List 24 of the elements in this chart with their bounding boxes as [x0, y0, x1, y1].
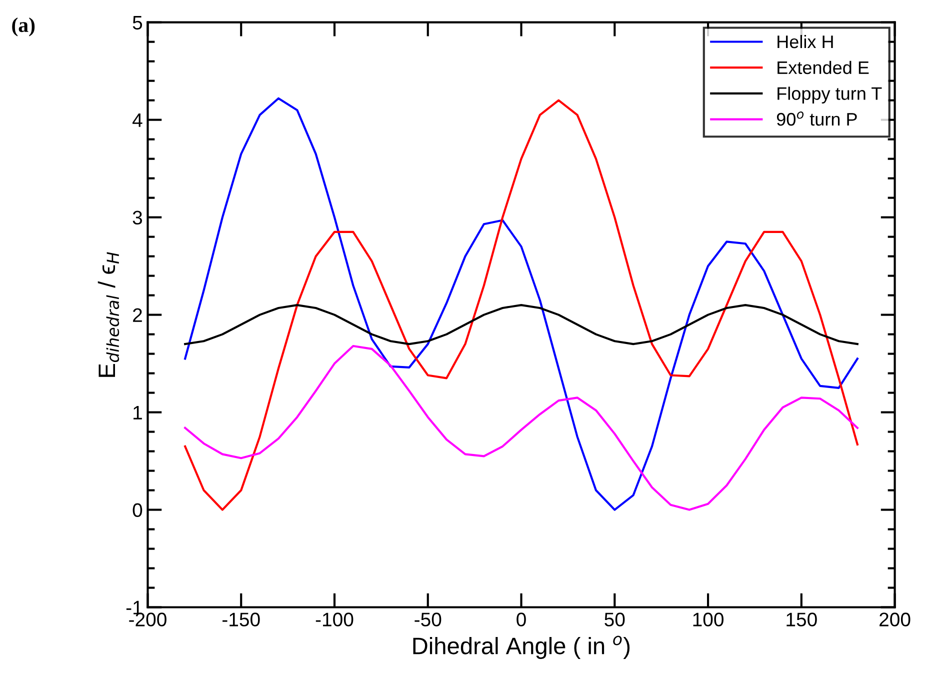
y-tick-label: 1	[134, 406, 142, 420]
x-tick-label: 150	[786, 612, 817, 626]
x-tick-label: 0	[516, 612, 526, 626]
y-tick-label: 2	[133, 308, 142, 322]
y-axis-title: E$_{dihedral}$ / ϵ$_{H}$	[98, 252, 120, 377]
x-tick-label: -200	[129, 612, 166, 626]
legend-label: Helix H	[778, 34, 833, 48]
x-axis-title: Dihedral Angle ( in $^{o}$)	[413, 636, 630, 659]
x-tick-label: 200	[880, 612, 910, 626]
x-tick-label: -100	[316, 612, 354, 626]
x-tick-label: 100	[693, 612, 724, 626]
x-tick-label: -50	[414, 612, 442, 626]
legend-label: Extended E	[778, 60, 869, 74]
legend-label: Floppy turn T	[778, 86, 882, 104]
y-tick-label: 4	[132, 113, 142, 127]
y-tick-label: 5	[132, 16, 142, 30]
legend-label: 90$^{o}$ turn P	[776, 112, 857, 126]
x-tick-label: 50	[604, 612, 625, 626]
text: (a)	[12, 17, 35, 36]
x-tick-label: -150	[222, 612, 260, 626]
y-tick-label: 0	[132, 503, 142, 518]
line-series	[184, 304, 858, 346]
y-tick-label: 3	[132, 210, 142, 225]
line-series	[184, 344, 858, 511]
